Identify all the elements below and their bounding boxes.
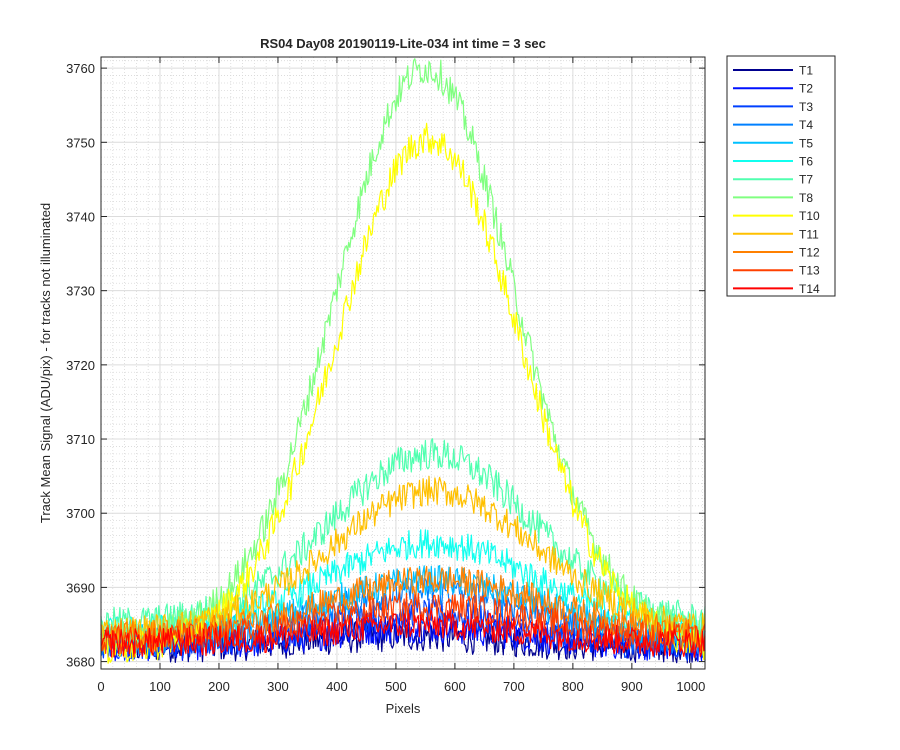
series-line-t12 [100,565,706,650]
legend-box [726,55,836,297]
y-tick-label: 3720 [66,358,95,373]
series-line-t7 [100,438,706,637]
y-axis-label: Track Mean Signal (ADU/pix) - for tracks… [38,203,53,523]
legend-label-t3: T3 [799,100,813,114]
legend: T1 T2 T3 T4 T5 T6 T7 T8 T10 T11 T12 T13 T14 [726,55,836,297]
axes-box [100,56,706,670]
legend-label-t14: T14 [799,282,820,296]
x-tick-label: 600 [444,679,466,694]
x-tick-label: 1000 [676,679,705,694]
y-tick-label: 3700 [66,506,95,521]
series-line-t13 [100,592,706,655]
x-tick-label: 400 [326,679,348,694]
legend-label-t8: T8 [799,191,813,205]
x-tick-label: 100 [149,679,171,694]
legend-label-t11: T11 [799,227,819,241]
y-tick-label: 3760 [66,61,95,76]
y-tick-label: 3740 [66,209,95,224]
legend-label-t4: T4 [799,118,813,132]
y-tick-label: 3680 [66,655,95,670]
series-line-t14 [100,609,706,658]
legend-label-t1: T1 [799,64,813,78]
x-tick-label: 500 [385,679,407,694]
plot-area: 0 100 200 300 400 500 600 700 800 900 1000 3680 3690… [66,56,706,694]
legend-label-t5: T5 [799,136,813,150]
x-tick-label: 200 [208,679,230,694]
y-tick-label: 3710 [66,432,95,447]
x-tick-label: 300 [267,679,289,694]
x-axis-label: Pixels [386,701,421,716]
legend-label-t6: T6 [799,155,813,169]
legend-label-t2: T2 [799,82,813,96]
y-tick-label: 3730 [66,284,95,299]
series-lines [100,58,706,664]
x-tick-label: 0 [97,679,104,694]
x-tick-label: 900 [621,679,643,694]
x-tick-label: 800 [562,679,584,694]
legend-label-t7: T7 [799,173,813,187]
legend-label-t12: T12 [799,246,820,260]
series-line-t11 [100,475,706,646]
axis-ticks: 0 100 200 300 400 500 600 700 800 900 1000 3680 3690… [66,57,705,694]
chart-title: RS04 Day08 20190119-Lite-034 int time = … [260,36,546,51]
y-tick-label: 3750 [66,135,95,150]
legend-label-t10: T10 [799,209,820,223]
series-line-t10 [100,122,706,664]
y-tick-label: 3690 [66,580,95,595]
legend-label-t13: T13 [799,264,820,278]
x-tick-label: 700 [503,679,525,694]
